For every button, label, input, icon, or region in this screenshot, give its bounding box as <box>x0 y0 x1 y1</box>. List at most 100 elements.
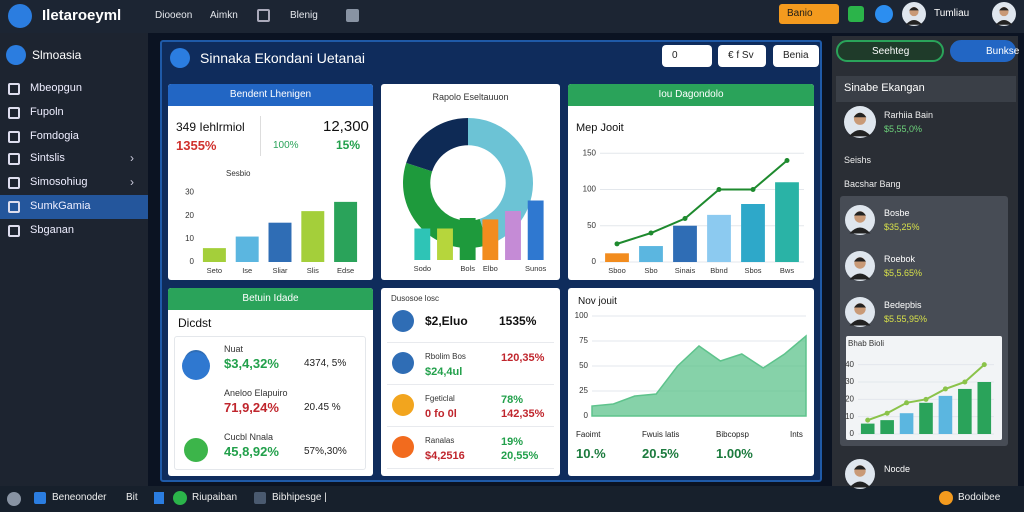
card: Nov jouit 0 25 50 75 100 Faoimt 10.% Fwuis latis… <box>568 288 814 476</box>
bottom-item[interactable]: Riupaiban <box>192 492 238 503</box>
bar <box>268 222 292 262</box>
top-bar <box>0 0 1024 33</box>
card-subtitle: Mep Jooit <box>576 122 624 134</box>
area <box>591 334 807 417</box>
card-title: Rapolo Eseltauuon <box>432 92 509 102</box>
bar <box>505 211 521 260</box>
header-button[interactable]: 0 <box>662 45 712 67</box>
row-change: 20,55% <box>501 450 539 462</box>
row-label: $2,Eluo <box>425 314 468 328</box>
menu-icon <box>8 177 20 189</box>
row-value: 1535% <box>499 314 537 328</box>
sidebar <box>0 33 148 486</box>
line-point <box>962 379 968 385</box>
button-label[interactable]: Seehteg <box>872 46 910 57</box>
panel-header <box>836 76 1016 102</box>
nav-item[interactable]: Diooeon <box>155 10 193 21</box>
bar <box>938 395 953 434</box>
menu-item[interactable]: Sbganan <box>30 224 75 236</box>
x-tick-label: Sliar <box>272 266 288 275</box>
row-label: Fgeticlal <box>425 394 455 403</box>
icon <box>392 310 414 332</box>
active-highlight <box>0 195 148 219</box>
menu-item[interactable]: Sintslis <box>30 152 65 164</box>
chart: Sodo Bols Elbo Sunos <box>414 200 547 273</box>
footer-label: Ints <box>790 430 803 439</box>
nav-item[interactable]: Blenig <box>290 10 318 21</box>
icon <box>170 48 190 68</box>
x-tick-label: Sunos <box>525 264 547 273</box>
menu-item[interactable]: SumkGamia <box>30 200 91 212</box>
person-name: Bedepbis <box>884 300 922 310</box>
icon <box>184 438 208 462</box>
line-point <box>682 216 688 221</box>
line-point <box>942 386 948 392</box>
row-sub: $24,4ul <box>425 366 463 378</box>
panel-button[interactable]: Bunkse <box>950 40 1020 62</box>
x-tick-label: Sodo <box>414 264 432 273</box>
menu-icon <box>8 83 20 95</box>
x-tick-label: Sboo <box>608 266 626 275</box>
x-tick-label: Elbo <box>483 264 498 273</box>
avatar-body <box>849 227 871 234</box>
avatar-body <box>848 130 872 137</box>
card: Iou Dagondolo Mep Jooit 0 50 100 150 Sboo Sbo Si… <box>568 84 814 280</box>
x-tick-label: Slis <box>307 266 319 275</box>
bar <box>860 423 875 434</box>
y-tick-label: 30 <box>845 377 854 386</box>
bottom-item[interactable]: Bit <box>126 492 138 503</box>
person-name: Nocde <box>884 464 911 474</box>
card-header <box>168 288 373 310</box>
button-label[interactable]: 0 <box>672 50 678 61</box>
row-value: 45,8,92% <box>224 444 279 459</box>
button-label[interactable]: € f Sv <box>728 50 754 61</box>
sidebar-title: Slmoasia <box>32 48 82 62</box>
stat-value: 15% <box>336 138 361 152</box>
bar <box>334 201 358 262</box>
bottom-item[interactable]: Bibhipesge | <box>272 492 327 503</box>
stat-value: 1355% <box>176 138 217 153</box>
footer-label: Bibcopsp <box>716 430 749 439</box>
nav-item[interactable]: Aimkn <box>210 10 238 21</box>
panel-button[interactable]: Seehteg <box>836 40 944 62</box>
header-button[interactable]: Benia <box>773 45 819 67</box>
row-label: Aneloo Elapuiro <box>224 388 288 398</box>
orange-button[interactable]: Banio <box>779 4 839 24</box>
line-point <box>884 410 890 416</box>
bar <box>482 219 499 260</box>
avatar-body <box>849 481 871 488</box>
card: Bendent Lhenigen 349 Iehlrmiol 1355% 12,300… <box>168 84 373 280</box>
person-name: Roebok <box>884 254 916 264</box>
chevron: › <box>130 151 134 165</box>
bar <box>741 204 765 262</box>
person-value: $5.55,95% <box>884 314 928 324</box>
menu-item[interactable]: Fomdogia <box>30 130 79 142</box>
footer-value: 10.% <box>576 446 606 461</box>
x-tick-label: Edse <box>337 266 354 275</box>
header-button[interactable]: € f Sv <box>718 45 766 67</box>
button-label[interactable]: Bunkse <box>986 46 1020 57</box>
y-tick-label: 0 <box>584 411 589 420</box>
y-tick-label: 0 <box>850 429 855 438</box>
line <box>616 159 788 245</box>
menu-item[interactable]: Fupoln <box>30 106 64 118</box>
menu-item[interactable]: Simosohiug <box>30 176 88 188</box>
footer-label: Fwuis latis <box>642 430 680 439</box>
bottom-item[interactable]: Beneonoder <box>52 492 107 503</box>
bottom-bar <box>0 486 1024 512</box>
card-title: Bendent Lhenigen <box>229 89 312 100</box>
avatar <box>845 297 875 327</box>
button-label[interactable]: Benia <box>783 50 809 61</box>
avatar-hair <box>999 7 1009 11</box>
y-tick-label: 150 <box>583 148 597 157</box>
row-sep <box>387 468 554 469</box>
row-sep <box>387 426 554 427</box>
bottom-right[interactable]: Bodoibee <box>958 492 1001 503</box>
menu-item[interactable]: Mbeopgun <box>30 82 82 94</box>
stat-note: 100% <box>273 140 299 151</box>
panel-title: Sinabe Ekangan <box>844 82 925 94</box>
avatar-hair <box>854 465 866 470</box>
button-label[interactable]: Banio <box>787 8 813 19</box>
avatar-body <box>849 319 871 326</box>
row-value: 78% <box>501 394 524 406</box>
